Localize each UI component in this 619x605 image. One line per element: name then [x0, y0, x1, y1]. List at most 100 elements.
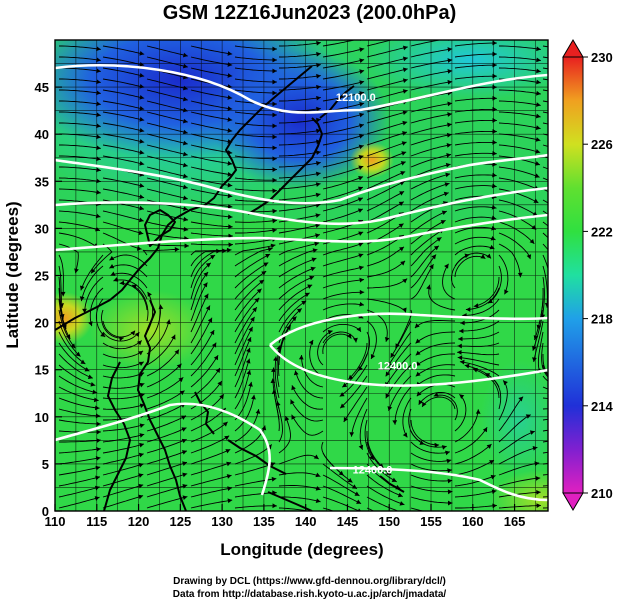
flow-arrowhead [271, 476, 277, 482]
streamline [498, 430, 535, 454]
streamline [428, 284, 456, 311]
flow-arrowhead [174, 247, 180, 252]
streamline [58, 364, 96, 386]
streamline [498, 122, 541, 130]
streamline [146, 56, 188, 68]
contour-label: 12400.0 [378, 361, 418, 373]
streamline [59, 133, 101, 138]
flow-arrowhead [270, 378, 276, 383]
streamline [454, 152, 497, 157]
streamline [102, 350, 144, 359]
flow-arrowhead [347, 477, 353, 483]
streamline [235, 229, 277, 234]
streamline [58, 331, 86, 365]
flow-arrowhead [182, 129, 188, 135]
flow-arrowhead [183, 216, 189, 222]
coastline [55, 65, 405, 511]
flow-arrowhead [139, 72, 145, 78]
streamline [109, 264, 148, 278]
streamline [102, 232, 142, 250]
chart-title: GSM 12Z16Jun2023 (200.0hPa) [162, 2, 457, 24]
flow-arrowhead [550, 291, 555, 295]
streamline [322, 186, 364, 201]
streamline [58, 265, 63, 308]
flow-arrowhead [475, 409, 481, 414]
flow-arrowhead [316, 95, 321, 101]
streamline [384, 353, 412, 388]
flow-arrowhead [263, 262, 269, 267]
flow-arrowhead [227, 193, 233, 199]
footer-credit-data: Data from http://database.rish.kyoto-u.a… [172, 589, 447, 600]
streamline [366, 68, 408, 80]
flow-arrowhead [96, 178, 101, 184]
flow-arrowhead [446, 132, 452, 138]
flow-arrowhead [359, 47, 365, 53]
streamline [146, 188, 188, 200]
flow-arrowhead [315, 233, 320, 238]
flow-arrowhead [401, 141, 407, 146]
streamline [234, 122, 277, 127]
streamline [190, 421, 228, 443]
flow-arrowhead [95, 213, 101, 219]
streamline [146, 363, 182, 388]
streamline [102, 443, 145, 454]
streamline [366, 131, 408, 146]
flow-arrowhead [359, 301, 365, 307]
streamline [190, 474, 232, 487]
streamline [234, 270, 267, 300]
flow-arrowhead [90, 381, 96, 387]
flow-arrowhead [459, 359, 465, 365]
streamline [234, 188, 277, 192]
flow-arrowhead [343, 416, 349, 422]
flow-arrowhead [358, 134, 364, 139]
flow-arrowhead [447, 101, 453, 107]
streamline [418, 391, 456, 405]
flow-arrowhead [96, 156, 101, 162]
streamline [410, 485, 453, 493]
flow-arrowhead [492, 62, 497, 68]
flow-arrowhead [401, 519, 406, 524]
flow-arrowhead [96, 421, 101, 427]
streamline [498, 446, 538, 465]
streamline [276, 401, 283, 443]
height-contours [55, 64, 548, 502]
flow-arrowhead [385, 393, 390, 399]
flow-arrowhead [492, 84, 497, 90]
flow-arrowhead [130, 330, 136, 336]
flow-arrowhead [445, 450, 450, 456]
streamline [454, 409, 479, 443]
streamline [487, 265, 502, 304]
flow-arrowhead [227, 95, 233, 100]
flow-arrowhead [87, 374, 93, 379]
flow-arrowhead [356, 499, 362, 504]
streamline [234, 56, 277, 61]
streamline [322, 279, 365, 289]
streamline [59, 89, 101, 94]
streamline [410, 254, 437, 289]
flow-arrowhead [301, 300, 307, 306]
streamline [190, 89, 233, 99]
flow-arrowhead [436, 237, 442, 242]
flow-arrowhead [535, 125, 541, 130]
flow-arrowhead [390, 352, 395, 358]
flow-arrowhead [415, 371, 421, 377]
streamline [146, 427, 187, 443]
streamline [59, 111, 101, 116]
streamline [190, 67, 233, 77]
streamline [109, 254, 148, 267]
flow-arrowhead [284, 416, 290, 421]
flow-arrowhead [228, 233, 233, 239]
flow-arrowhead [182, 118, 188, 124]
streamline [278, 507, 311, 511]
x-tick-label: 140 [295, 514, 317, 529]
flow-arrowhead [480, 254, 486, 259]
streamline [394, 386, 412, 425]
streamline [498, 254, 509, 295]
streamline [459, 361, 500, 377]
streamline [59, 144, 101, 149]
flow-arrowhead [534, 173, 540, 178]
streamline [58, 221, 101, 232]
flow-arrowhead [359, 277, 365, 283]
streamline [278, 284, 313, 311]
flow-arrowhead [245, 358, 251, 364]
